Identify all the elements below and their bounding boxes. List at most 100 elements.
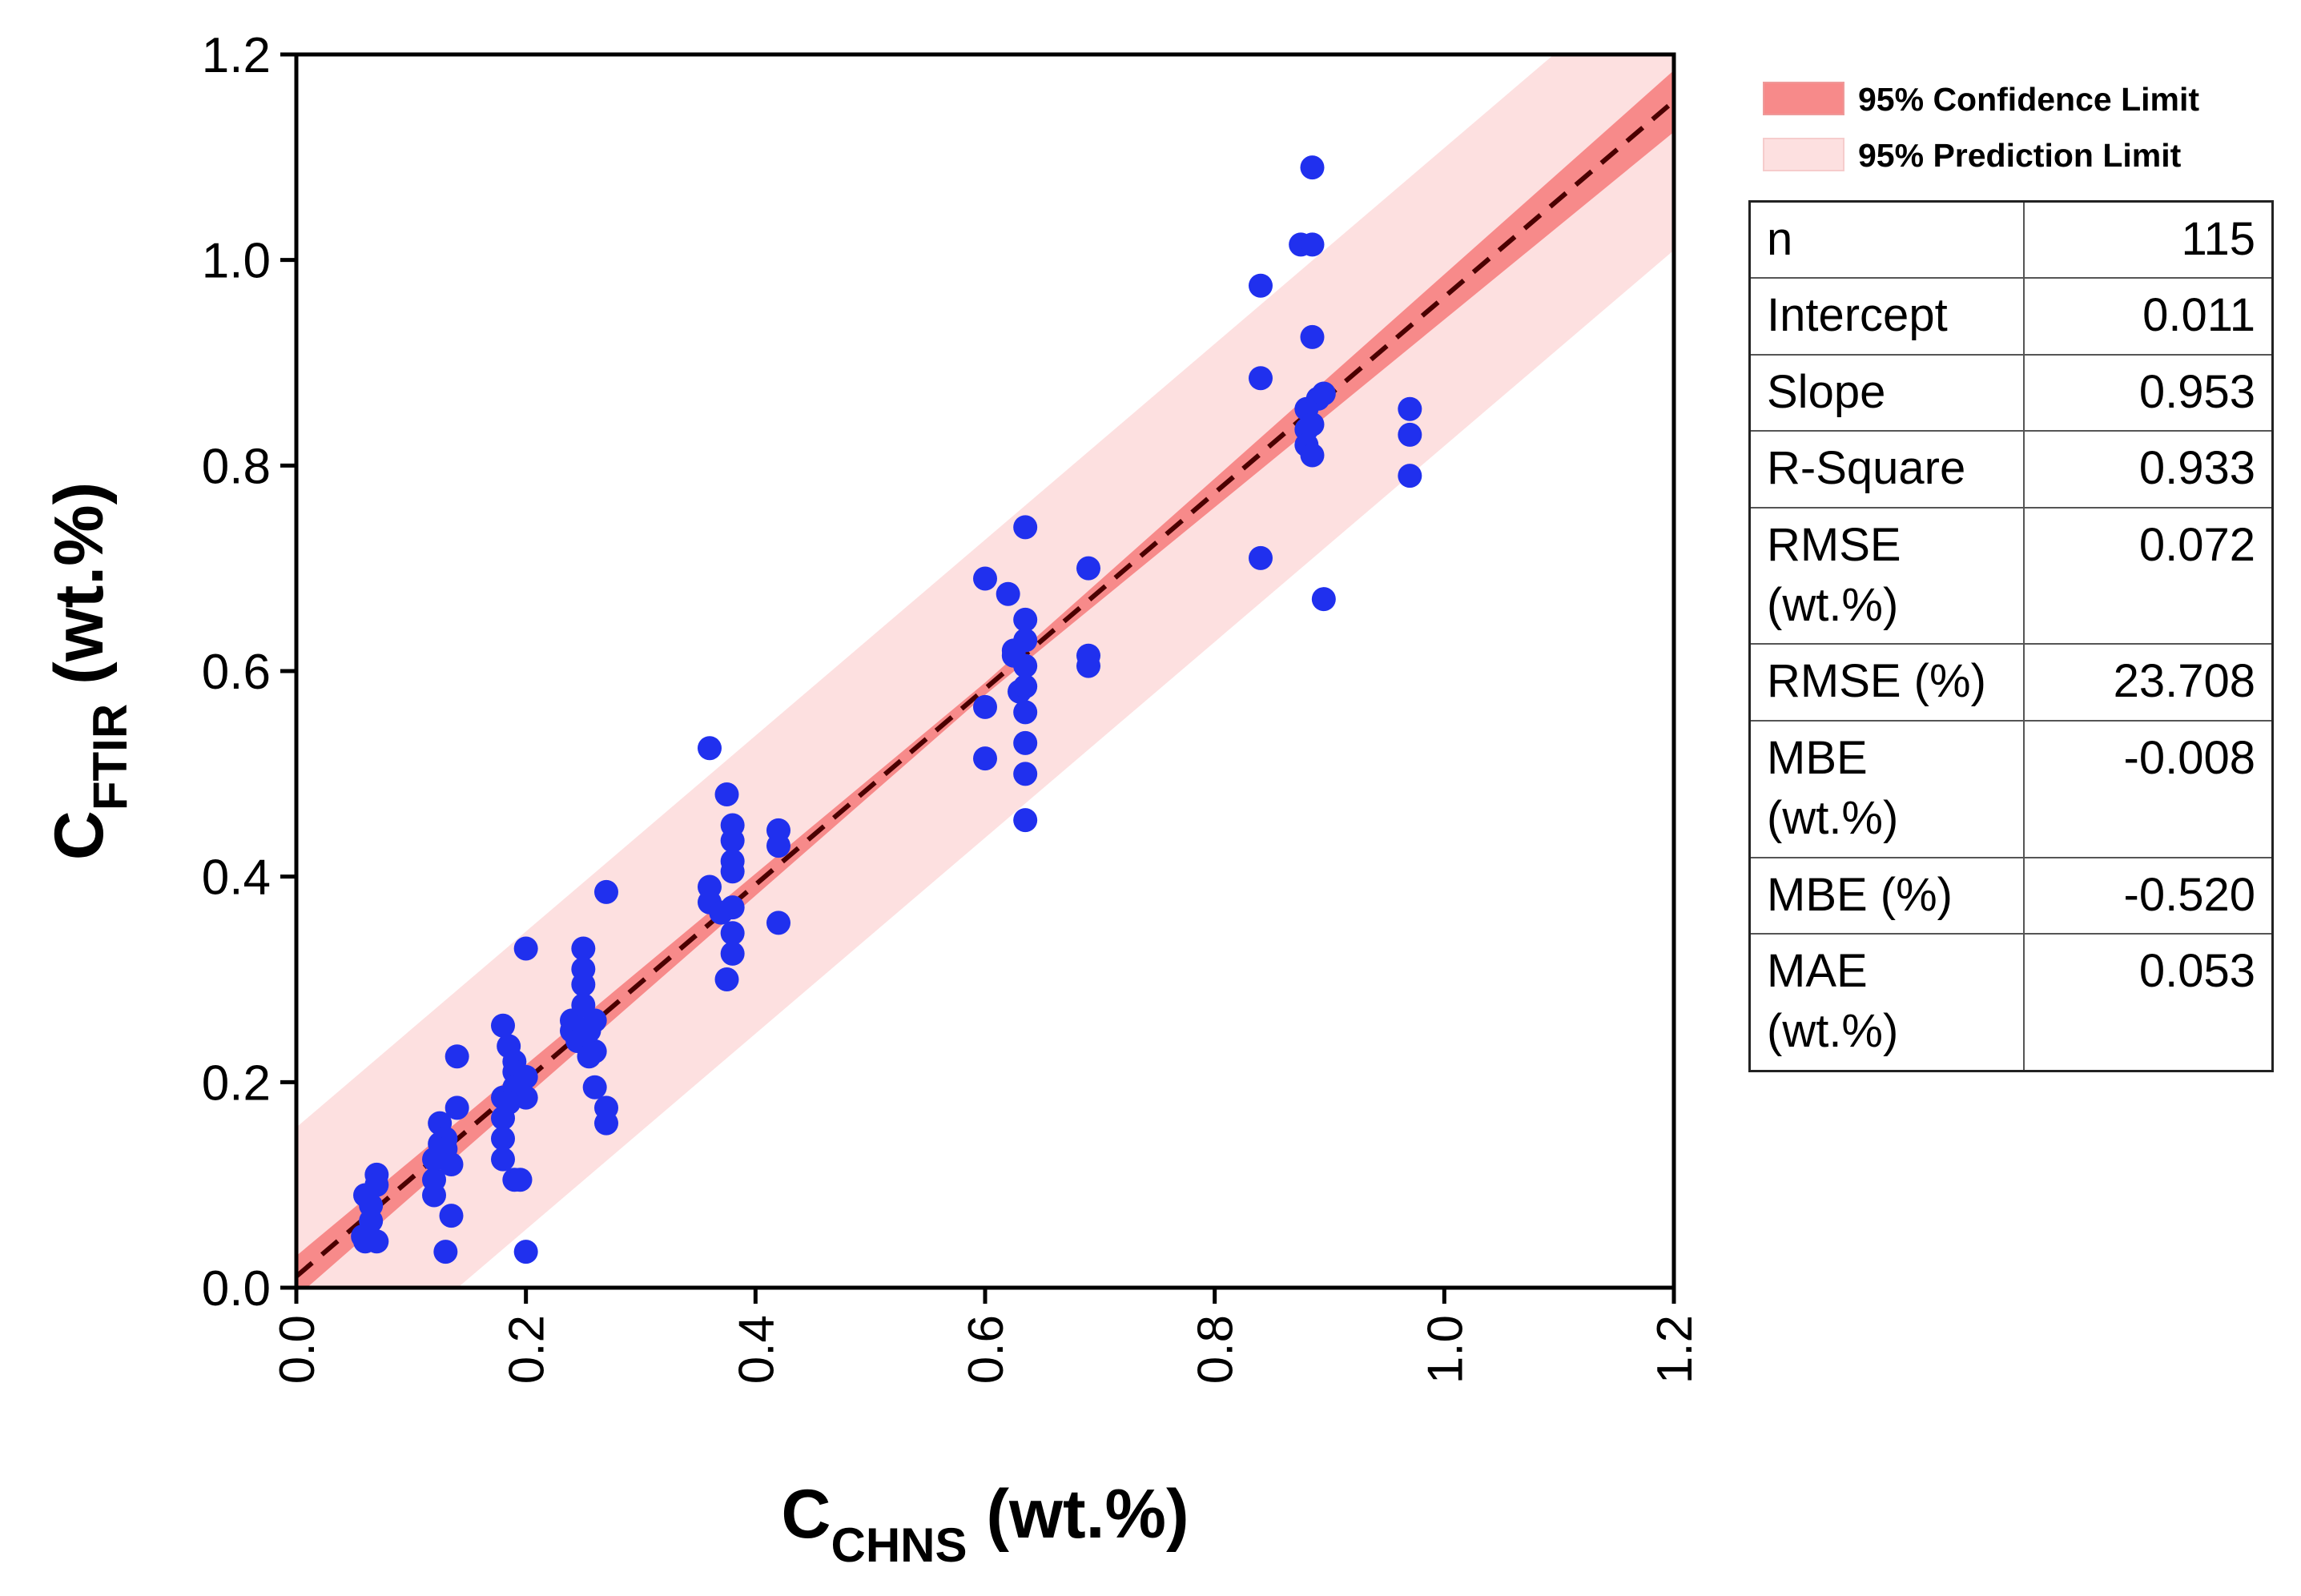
legend-label-confidence: 95% Confidence Limit — [1858, 81, 2199, 118]
stats-value: 115 — [2023, 200, 2274, 279]
stats-label: n — [1748, 200, 2025, 279]
x-tick-label: 0.8 — [1189, 1315, 1244, 1384]
data-point — [491, 1013, 515, 1038]
data-point — [577, 1019, 601, 1043]
data-point — [594, 1111, 618, 1136]
data-point — [594, 879, 618, 904]
data-point — [1076, 556, 1100, 581]
data-point — [720, 941, 745, 966]
data-point — [720, 828, 745, 853]
data-point — [1398, 464, 1422, 488]
data-point — [1398, 396, 1422, 421]
stats-value: 0.011 — [2023, 277, 2274, 356]
data-point — [1013, 607, 1038, 632]
y-axis-title-main: C — [41, 810, 118, 860]
data-point — [582, 1039, 607, 1063]
stats-label: Intercept — [1748, 277, 2025, 356]
stats-row-r-square: R-Square 0.933 — [1748, 430, 2274, 509]
data-point — [720, 921, 745, 946]
data-point — [439, 1152, 464, 1176]
stats-row-mbe-wt: MBE (wt.%) -0.008 — [1748, 719, 2274, 858]
data-point — [422, 1168, 446, 1192]
stats-row-n: n 115 — [1748, 200, 2274, 279]
data-point — [1249, 366, 1273, 391]
data-point — [766, 834, 790, 858]
data-point — [1300, 232, 1325, 257]
data-point — [497, 1091, 521, 1115]
stats-value: 0.053 — [2023, 932, 2274, 1072]
stats-label: R-Square — [1748, 430, 2025, 509]
data-point — [1013, 674, 1038, 699]
data-point — [571, 936, 596, 961]
y-tick-label: 0.0 — [202, 1261, 271, 1317]
x-tick-label: 0.4 — [729, 1315, 784, 1384]
x-tick-label: 1.2 — [1647, 1315, 1703, 1384]
y-tick-label: 1.2 — [202, 28, 271, 83]
stats-row-mae-wt: MAE (wt.%) 0.053 — [1748, 932, 2274, 1072]
legend-swatch-confidence — [1763, 82, 1844, 115]
data-point — [766, 911, 790, 935]
data-point — [1013, 515, 1038, 540]
data-point — [1398, 422, 1422, 447]
data-point — [1300, 155, 1325, 180]
data-point — [996, 581, 1020, 606]
stats-value: -0.520 — [2023, 856, 2274, 935]
data-point — [720, 859, 745, 884]
data-point — [714, 782, 739, 806]
data-point — [582, 1075, 607, 1100]
data-point — [359, 1193, 384, 1218]
stats-label: MBE (%) — [1748, 856, 2025, 935]
y-axis-title-sub: FTIR — [83, 704, 137, 810]
data-point — [1249, 273, 1273, 298]
data-point — [351, 1224, 376, 1248]
stats-row-mbe-pct: MBE (%) -0.520 — [1748, 856, 2274, 935]
x-axis-title-main: C — [781, 1476, 831, 1553]
statistics-table: n 115 Intercept 0.011 Slope 0.953 R-Squa… — [1748, 200, 2274, 1072]
x-axis-title-sub: CHNS — [831, 1518, 967, 1572]
x-axis: 0.0 0.2 0.4 0.6 0.8 1.0 1.2 — [270, 1288, 1703, 1384]
x-tick-label: 1.0 — [1418, 1315, 1473, 1384]
data-point — [714, 967, 739, 991]
legend-label-prediction: 95% Prediction Limit — [1858, 137, 2182, 174]
y-axis: 0.0 0.2 0.4 0.6 0.8 1.0 1.2 — [202, 28, 296, 1317]
data-point — [513, 1064, 538, 1089]
data-point — [1013, 730, 1038, 755]
x-axis-title-unit: (wt.%) — [967, 1476, 1189, 1553]
data-point — [1013, 762, 1038, 786]
stats-row-rmse-pct: RMSE (%) 23.708 — [1748, 643, 2274, 722]
y-tick-label: 0.8 — [202, 439, 271, 494]
stats-value: 0.072 — [2023, 506, 2274, 645]
bands — [296, 54, 1674, 1288]
data-point — [445, 1095, 469, 1120]
x-tick-label: 0.0 — [270, 1315, 325, 1384]
data-point — [513, 936, 538, 961]
data-point — [433, 1240, 458, 1264]
y-tick-label: 0.4 — [202, 850, 271, 906]
x-tick-label: 0.2 — [500, 1315, 555, 1384]
data-point — [1300, 443, 1325, 468]
stats-label: MBE (wt.%) — [1748, 719, 2025, 858]
data-point — [720, 895, 745, 920]
data-point — [1249, 545, 1273, 570]
data-point — [698, 736, 722, 761]
stats-value: -0.008 — [2023, 719, 2274, 858]
data-point — [445, 1044, 469, 1069]
data-point — [973, 566, 997, 591]
stats-value: 23.708 — [2023, 643, 2274, 722]
data-point — [571, 972, 596, 997]
data-point — [513, 1240, 538, 1264]
data-point — [973, 746, 997, 771]
stats-label: MAE (wt.%) — [1748, 932, 2025, 1072]
stats-row-rmse-wt: RMSE (wt.%) 0.072 — [1748, 506, 2274, 645]
stats-label: RMSE (%) — [1748, 643, 2025, 722]
data-point — [364, 1172, 389, 1197]
y-axis-title: CFTIR (wt.%) — [41, 482, 137, 861]
legend-swatch-prediction — [1763, 138, 1844, 171]
x-axis-title: CCHNS (wt.%) — [781, 1476, 1189, 1572]
data-point — [1001, 638, 1026, 663]
data-point — [1076, 653, 1100, 678]
data-points — [351, 155, 1422, 1264]
stats-value: 0.933 — [2023, 430, 2274, 509]
stats-label: Slope — [1748, 353, 2025, 432]
